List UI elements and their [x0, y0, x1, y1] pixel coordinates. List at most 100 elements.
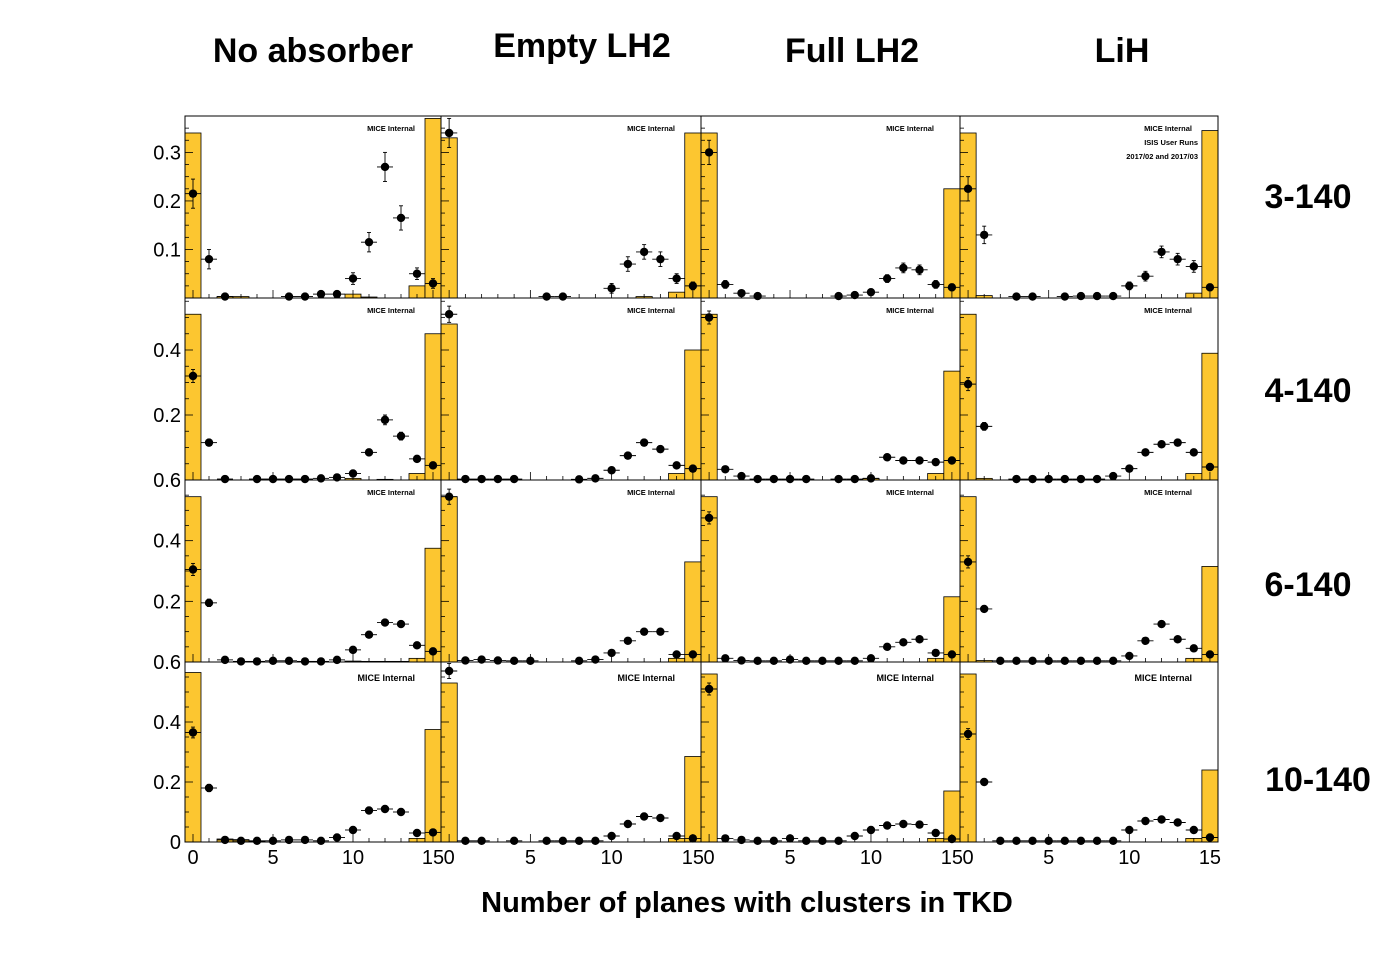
panel-frame	[184, 297, 442, 481]
x-tick-label: 15	[1199, 847, 1221, 869]
data-point	[979, 422, 989, 431]
data-point	[947, 834, 957, 844]
data-point	[428, 647, 438, 656]
data-point	[1012, 474, 1021, 484]
data-point	[542, 836, 551, 845]
watermark-label: MICE Internal	[1144, 488, 1192, 497]
data-point	[461, 474, 470, 484]
data-point	[623, 259, 633, 269]
data-point	[220, 655, 230, 665]
data-point	[866, 474, 876, 483]
data-point	[300, 835, 310, 845]
data-point	[1173, 254, 1182, 264]
hist-bar	[424, 118, 442, 299]
data-point	[866, 287, 876, 297]
panel-frame	[184, 479, 442, 663]
hist-bar	[959, 496, 977, 663]
data-point	[963, 557, 973, 567]
data-point	[785, 655, 795, 664]
data-point	[1189, 262, 1199, 271]
data-point	[688, 281, 698, 291]
data-point	[931, 280, 940, 289]
data-point	[785, 474, 795, 484]
data-point	[364, 237, 374, 247]
panel-4-140-no-absorber: 0.2 0.4 MICE Internal	[153, 297, 442, 484]
data-point	[672, 274, 681, 283]
data-point	[834, 291, 843, 301]
data-point	[412, 454, 422, 464]
data-point	[509, 656, 519, 665]
data-point	[623, 636, 633, 645]
watermark-label: MICE Internal	[886, 124, 934, 133]
panel-3-140-full-lh2: MICE Internal	[700, 115, 961, 301]
watermark-label: MICE Internal	[876, 673, 934, 683]
data-point	[850, 831, 859, 841]
run-info-label: ISIS User Runs	[1144, 138, 1198, 147]
watermark-label: MICE Internal	[627, 124, 675, 133]
panel-frame	[700, 297, 961, 481]
data-point	[558, 292, 568, 301]
panel-frame	[184, 115, 442, 299]
y-tick-label: 0.3	[153, 142, 181, 164]
data-point	[996, 836, 1005, 845]
hist-bar	[700, 313, 718, 481]
data-point	[656, 627, 665, 636]
data-point	[1076, 836, 1086, 845]
data-point	[204, 598, 214, 608]
row-label-6-140: 6-140	[1265, 566, 1352, 604]
y-tick-label: 0.6	[153, 470, 181, 492]
data-point	[412, 269, 422, 278]
hist-bar	[184, 313, 202, 481]
data-point	[753, 474, 762, 484]
data-point	[1173, 635, 1182, 644]
panel-frame	[959, 297, 1219, 481]
data-point	[1060, 474, 1070, 484]
data-point	[252, 657, 262, 666]
hist-bar	[424, 547, 442, 663]
data-point	[1125, 281, 1134, 291]
data-point	[1092, 656, 1102, 665]
watermark-label: MICE Internal	[357, 673, 415, 683]
data-point	[721, 654, 730, 663]
data-point	[444, 310, 454, 319]
panel-frame	[700, 479, 961, 663]
data-point	[396, 807, 406, 817]
data-point	[1044, 836, 1053, 845]
data-point	[284, 292, 294, 301]
data-point	[332, 655, 342, 665]
data-point	[220, 835, 230, 845]
data-point	[1173, 438, 1182, 447]
data-point	[268, 474, 278, 484]
data-point	[866, 654, 876, 663]
watermark-label: MICE Internal	[627, 306, 675, 315]
watermark-label: MICE Internal	[367, 306, 415, 315]
data-point	[380, 415, 390, 425]
data-point	[236, 657, 246, 666]
data-point	[204, 783, 214, 793]
y-tick-label: 0.1	[153, 239, 181, 261]
data-point	[316, 657, 326, 666]
data-point	[834, 656, 843, 665]
data-point	[300, 474, 310, 484]
data-point	[1189, 448, 1199, 457]
panel-3-140-no-absorber: 0.1 0.2 0.3 MICE Internal	[153, 115, 442, 301]
data-point	[316, 474, 326, 483]
hist-bar	[700, 673, 718, 843]
panel-4-140-lih: MICE Internal	[959, 297, 1219, 484]
data-point	[996, 656, 1005, 665]
data-point	[542, 292, 551, 301]
data-point	[623, 451, 633, 460]
data-point	[380, 162, 390, 172]
data-point	[899, 638, 908, 647]
hist-bar	[959, 132, 977, 299]
data-point	[332, 473, 342, 482]
data-point	[477, 655, 486, 664]
x-axis-label: Number of planes with clusters in TKD	[481, 887, 1013, 919]
data-point	[882, 274, 892, 283]
data-point	[607, 284, 616, 293]
data-point	[444, 128, 454, 138]
data-point	[672, 831, 681, 841]
data-point	[1205, 650, 1215, 659]
hist-bar	[1201, 769, 1219, 843]
